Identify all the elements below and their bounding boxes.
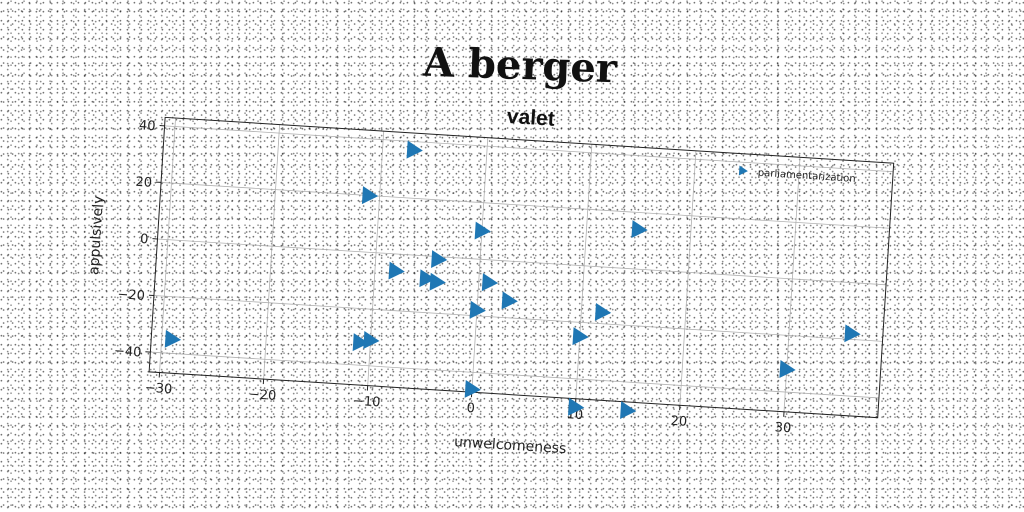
x-grid-line (575, 144, 593, 399)
x-tick-label: −30 (144, 381, 172, 398)
x-axis-ticks: −30 −20 −10 0 10 20 30 (144, 372, 792, 436)
data-point (419, 269, 436, 288)
plot-frame (148, 116, 895, 419)
data-point (406, 140, 423, 159)
x-tick-label: 20 (670, 414, 687, 430)
y-tick-label: −40 (113, 344, 141, 361)
x-tick-label: 0 (466, 401, 475, 416)
data-point (474, 221, 491, 240)
data-point (363, 330, 380, 349)
y-tick-label: 20 (135, 175, 152, 191)
data-point (620, 401, 637, 420)
x-grid-line (263, 124, 281, 380)
data-point (501, 291, 518, 310)
data-point (464, 379, 481, 398)
y-tick-label: −20 (117, 287, 145, 304)
data-point (388, 261, 405, 280)
y-tick-label: 0 (140, 232, 149, 247)
data-point (594, 302, 612, 321)
x-axis-label: unwelcomeness (454, 434, 567, 457)
data-point (431, 250, 448, 269)
y-grid-line (164, 125, 894, 173)
data-point (469, 300, 486, 319)
chart-title: valet (506, 105, 555, 131)
legend-marker (738, 165, 748, 176)
data-markers (164, 140, 861, 420)
y-grid-line (161, 182, 890, 229)
x-grid-line (367, 131, 385, 386)
data-point (568, 397, 585, 416)
data-point (352, 333, 369, 352)
data-point (779, 359, 796, 378)
grid (150, 118, 894, 412)
y-tick-label: 40 (139, 118, 156, 134)
x-tick-label: −20 (248, 387, 276, 404)
data-point (844, 324, 861, 343)
y-grid-line (153, 295, 883, 342)
x-grid-line (471, 137, 489, 393)
x-tick-label: −10 (352, 394, 380, 411)
y-axis-ticks: −40 −20 0 20 40 (113, 118, 165, 361)
x-tick-label: 30 (774, 420, 791, 436)
data-point (572, 327, 589, 346)
y-grid-line (157, 238, 887, 286)
data-point (164, 329, 182, 348)
x-grid-line (679, 150, 697, 406)
legend-label: parliamentarization (757, 168, 855, 185)
y-grid-line (150, 351, 879, 399)
data-point (429, 272, 446, 291)
data-point (631, 220, 648, 239)
data-point (361, 186, 379, 205)
x-grid-line (159, 118, 176, 373)
data-point (481, 273, 499, 292)
y-axis-label: appulsively (86, 195, 107, 275)
